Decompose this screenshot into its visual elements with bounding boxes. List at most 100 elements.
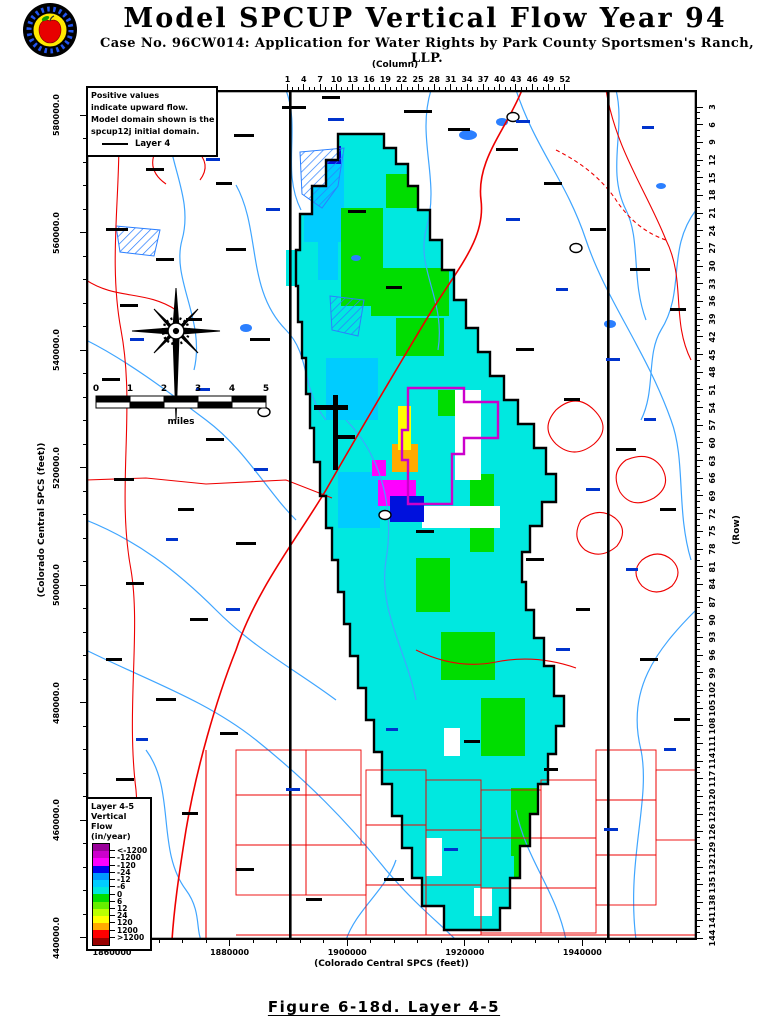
- tick: [697, 778, 703, 780]
- legend-tick-label: -120: [117, 860, 136, 870]
- tick: [697, 772, 700, 774]
- tick: [697, 713, 700, 715]
- tick: [697, 919, 703, 921]
- scale-tick-label: 3: [195, 384, 201, 394]
- tick: [83, 490, 86, 492]
- tick: [697, 418, 700, 420]
- tick: [83, 255, 86, 257]
- row-tick-label: 57: [708, 419, 717, 431]
- tick: [697, 230, 703, 232]
- row-tick-label: 51: [708, 384, 717, 396]
- range-line-east: [607, 90, 610, 940]
- tick: [697, 189, 700, 190]
- column-tick-label: 7: [317, 75, 323, 84]
- column-tick-label: 16: [363, 75, 375, 84]
- easting-tick-label: 1900000: [327, 948, 367, 957]
- tick: [697, 731, 700, 733]
- row-tick-label: 9: [708, 139, 717, 146]
- tick: [368, 84, 370, 90]
- tick: [697, 719, 700, 721]
- tick: [697, 925, 700, 927]
- tick: [697, 124, 703, 126]
- tick: [697, 289, 700, 291]
- legend-tick-label: <-1200: [117, 846, 148, 856]
- tick: [346, 940, 348, 946]
- tick: [697, 247, 703, 249]
- tick: [83, 843, 86, 845]
- tick: [697, 377, 700, 379]
- legend-color-band: [93, 858, 109, 866]
- tick: [697, 837, 700, 839]
- tick: [697, 395, 700, 397]
- tick: [697, 454, 700, 456]
- tick: [697, 577, 700, 579]
- northing-tick-label: 520000.0: [52, 446, 61, 489]
- tick: [229, 940, 231, 946]
- row-tick-label: 120: [708, 788, 717, 805]
- model-domain-outline: [294, 132, 566, 932]
- legend-color-band: [93, 887, 109, 895]
- tick: [346, 87, 348, 90]
- tick: [697, 359, 700, 361]
- tick: [697, 342, 700, 344]
- tick: [80, 584, 86, 586]
- row-tick-label: 93: [708, 631, 717, 643]
- tick: [370, 940, 372, 943]
- column-tick-label: 40: [494, 75, 506, 84]
- row-tick-label: 21: [708, 207, 717, 219]
- tick: [697, 701, 700, 703]
- northing-tick-label: 480000.0: [52, 681, 61, 724]
- layer-line-label: Layer 4: [135, 139, 171, 149]
- tick: [379, 87, 381, 90]
- tick: [487, 940, 489, 943]
- tick: [83, 772, 86, 774]
- tick: [697, 560, 700, 562]
- tick: [697, 754, 700, 756]
- tick: [697, 118, 700, 120]
- left-axis-title: (Colorado Central SPCS (feet)): [37, 442, 47, 598]
- figure-caption: Figure 6-18d. Layer 4-5: [0, 997, 768, 1016]
- legend-tick-label: 24: [117, 911, 128, 921]
- row-tick-label: 141: [708, 911, 717, 929]
- tick: [697, 748, 700, 750]
- legend-color-band: [93, 844, 109, 852]
- northing-tick-label: 540000.0: [52, 329, 61, 372]
- tick: [697, 224, 700, 226]
- row-tick-label: 45: [708, 348, 717, 361]
- legend-tick: [109, 850, 115, 852]
- tick: [697, 312, 700, 314]
- legend: Layer 4-5 Vertical Flow (in/year) <-1200…: [86, 797, 152, 951]
- row-tick-label: 27: [708, 242, 717, 255]
- row-tick-label: 123: [708, 805, 717, 823]
- row-tick-label: 111: [708, 735, 717, 752]
- tick: [697, 265, 703, 267]
- tick: [83, 302, 86, 304]
- tick: [323, 940, 325, 943]
- water-label-marks: [130, 118, 676, 851]
- tick: [455, 87, 457, 90]
- tick: [605, 940, 607, 943]
- tick: [303, 84, 305, 90]
- tick: [83, 913, 86, 915]
- tick: [697, 324, 700, 326]
- tick: [697, 112, 700, 114]
- tick: [697, 253, 700, 255]
- tick: [80, 349, 86, 351]
- tick: [83, 326, 86, 328]
- row-tick-label: 15: [708, 172, 717, 184]
- tick: [697, 554, 700, 556]
- legend-tick: [109, 936, 115, 938]
- legend-tick-label: 6: [117, 896, 123, 906]
- easting-tick-label: 1920000: [445, 948, 485, 957]
- tick: [428, 87, 430, 90]
- row-tick-label: 108: [708, 717, 717, 735]
- tick: [83, 678, 86, 680]
- tick: [697, 854, 700, 856]
- row-tick-label: 129: [708, 841, 717, 858]
- tick: [697, 737, 700, 739]
- tick: [697, 513, 703, 515]
- tick: [158, 940, 160, 943]
- tick: [628, 940, 630, 943]
- legend-tick-label: 0: [117, 889, 123, 899]
